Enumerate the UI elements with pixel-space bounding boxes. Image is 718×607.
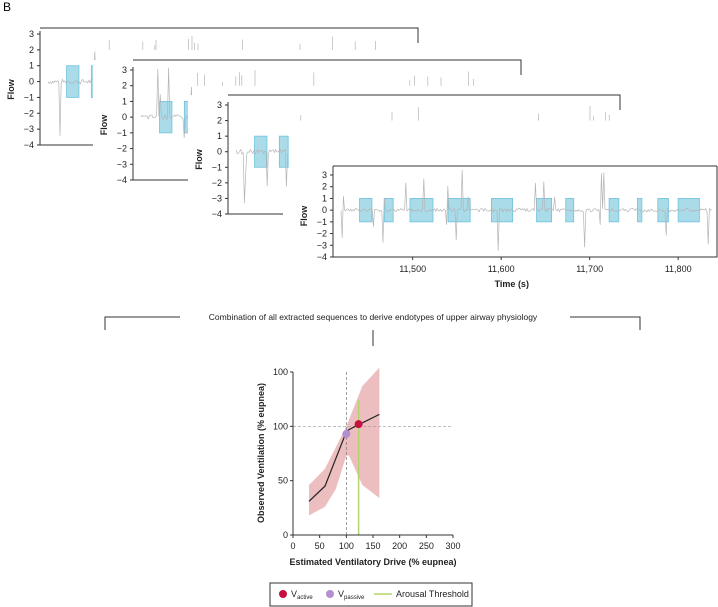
flow-y-tick: 2 <box>29 45 34 55</box>
flow-trace <box>340 169 712 251</box>
vent-x-label: Estimated Ventilatory Drive (% eupnea) <box>289 557 456 567</box>
confidence-band <box>309 367 380 516</box>
flow-x-tick: 11,700 <box>576 264 603 274</box>
flow-y-label: Flow <box>299 205 309 226</box>
flow-y-tick: −2 <box>212 178 222 188</box>
flow-y-tick: 0 <box>322 205 327 215</box>
vent-x-tick: 100 <box>339 541 354 551</box>
flow-y-tick: 0 <box>29 77 34 87</box>
flow-y-tick: 3 <box>322 170 327 180</box>
flow-x-tick: 11,500 <box>399 264 426 274</box>
vent-y-tick: 100 <box>273 367 288 377</box>
extracted-sequence <box>608 198 620 223</box>
vent-y-label: Observed Ventilation (% eupnea) <box>256 383 266 523</box>
flow-y-tick: 1 <box>29 61 34 71</box>
extracted-sequence <box>536 198 552 223</box>
vent-x-tick: 250 <box>419 541 434 551</box>
flow-y-tick: 0 <box>217 147 222 157</box>
flow-x-tick: 11,800 <box>665 264 692 274</box>
flow-y-tick: 1 <box>322 193 327 203</box>
flow-y-tick: −3 <box>212 193 222 203</box>
flow-panel-4: 3 21 0 −1 −2−3 −4 Flow 11,500 11,600 11,700 11,800… <box>293 165 718 312</box>
legend: Vactive Vpassive Arousal Threshold <box>269 582 473 607</box>
flow-y-tick: −1 <box>24 92 34 102</box>
v-active-point <box>354 420 363 429</box>
flow-y-tick: 0 <box>122 112 127 122</box>
vent-y-tick: 100 <box>273 421 288 431</box>
flow-y-tick: 3 <box>122 65 127 75</box>
flow-y-tick: 2 <box>122 81 127 91</box>
panel-label: B <box>3 0 11 14</box>
flow-y-tick: −2 <box>117 144 127 154</box>
flow-y-tick: −1 <box>212 162 222 172</box>
flow-trace <box>235 105 610 204</box>
flow-trace <box>47 36 376 136</box>
vent-x-tick: 150 <box>365 541 380 551</box>
vent-x-tick: 300 <box>445 541 460 551</box>
flow-y-tick: −2 <box>24 108 34 118</box>
v-passive-point <box>342 429 351 438</box>
flow-y-tick: 1 <box>122 96 127 106</box>
vent-x-tick: 50 <box>315 541 325 551</box>
vent-y-tick: 0 <box>283 530 288 540</box>
vent-x-tick: 200 <box>392 541 407 551</box>
flow-y-tick: −1 <box>317 217 327 227</box>
legend-arousal-threshold: Arousal Threshold <box>396 589 469 599</box>
flow-y-tick: 3 <box>29 29 34 39</box>
flow-y-label: Flow <box>194 148 204 169</box>
flow-y-tick: −4 <box>117 175 127 185</box>
vent-x-tick: 0 <box>290 541 295 551</box>
v-passive-legend-icon <box>326 590 334 598</box>
flow-y-label: Flow <box>99 114 109 135</box>
flow-trace <box>140 67 474 138</box>
flow-y-tick: −1 <box>117 128 127 138</box>
extracted-sequence <box>383 198 394 223</box>
flow-y-tick: 1 <box>217 131 222 141</box>
caption: Combination of all extracted sequences t… <box>209 312 538 322</box>
extracted-sequence <box>565 198 575 223</box>
flow-y-label: Flow <box>6 78 16 99</box>
flow-y-tick: −3 <box>317 240 327 250</box>
flow-y-tick: 2 <box>322 182 327 192</box>
flow-y-tick: 2 <box>217 116 222 126</box>
flow-y-tick: −4 <box>24 140 34 150</box>
extracted-sequence <box>278 135 289 168</box>
flow-y-tick: −2 <box>317 229 327 239</box>
flow-y-tick: −4 <box>317 252 327 262</box>
flow-y-tick: −3 <box>117 159 127 169</box>
flow-x-tick: 11,600 <box>488 264 515 274</box>
flow-y-tick: −4 <box>212 209 222 219</box>
v-active-legend-icon <box>279 590 287 598</box>
flow-x-label: Time (s) <box>495 279 529 289</box>
vent-y-tick: 50 <box>278 476 288 486</box>
flow-y-tick: 3 <box>217 100 222 110</box>
flow-y-tick: −3 <box>24 124 34 134</box>
extracted-sequence <box>677 198 700 223</box>
